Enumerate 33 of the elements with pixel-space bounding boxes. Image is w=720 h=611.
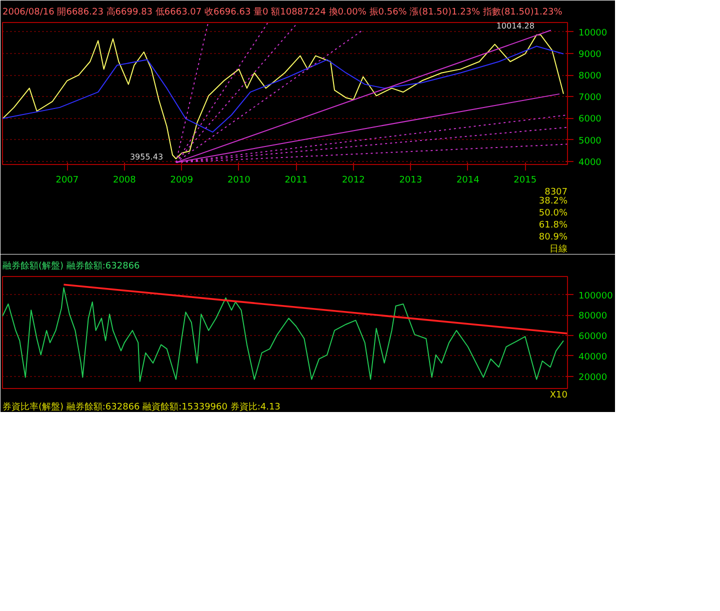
text: 50.0%	[538, 208, 568, 218]
y-tick-label: 6000	[578, 114, 602, 125]
chart-title: 融券餘額(解盤) 融券餘額:632866	[2, 260, 140, 272]
annotation: 10014.28	[496, 21, 534, 30]
y-tick-label: 5000	[578, 136, 602, 146]
y-tick-label: 40000	[578, 352, 608, 362]
x-tick-label: 2015	[514, 176, 537, 186]
x-tick-label: 2012	[342, 176, 365, 186]
text: 8307	[544, 188, 568, 198]
y-tick-label: 4000	[578, 158, 602, 168]
y-tick-label: 80000	[578, 312, 608, 322]
x-tick-label: 2013	[399, 176, 422, 186]
chart-title: 2006/08/16 開6686.23 高6699.83 低6663.07 收6696.63 量0 額10887224 換0.00% 振0.56% 漲(81.50)1.23% 指數(81.50)1.23%	[2, 6, 563, 18]
y-tick-label: 10000	[578, 28, 608, 38]
text: 80.9%	[538, 232, 568, 242]
y-tick-label: 100000	[578, 291, 614, 302]
y-tick-label: 20000	[578, 372, 608, 383]
x-tick-label: 2014	[456, 176, 480, 186]
text: 38.2%	[538, 196, 568, 206]
text: X10	[550, 390, 568, 400]
y-tick-label: 8000	[578, 72, 602, 82]
text: 日線	[550, 244, 568, 254]
x-tick-label: 2007	[56, 176, 79, 186]
text: 61.8%	[538, 220, 568, 230]
x-tick-label: 2010	[227, 176, 251, 186]
text: 券資比率(解盤) 融券餘額:632866 融資餘額:15339960 券資比:4.13	[2, 402, 280, 412]
y-tick-label: 60000	[578, 332, 608, 342]
y-tick-label: 7000	[578, 93, 602, 104]
x-tick-label: 2011	[284, 176, 308, 186]
annotation: 3955.43	[130, 152, 164, 162]
y-tick-label: 9000	[578, 50, 602, 60]
x-tick-label: 2009	[170, 176, 194, 186]
x-tick-label: 2008	[112, 176, 136, 186]
